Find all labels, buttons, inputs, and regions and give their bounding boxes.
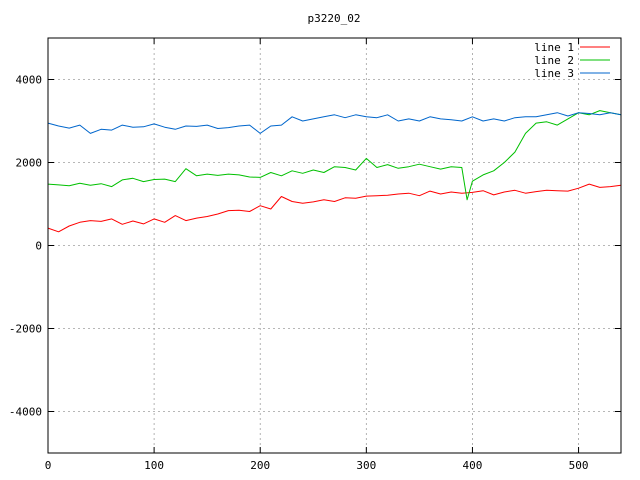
- x-tick-label: 100: [144, 459, 164, 472]
- x-tick-label: 200: [250, 459, 270, 472]
- chart-title: p3220_02: [308, 12, 361, 25]
- series-line-3: [47, 112, 622, 134]
- x-tick-label: 500: [569, 459, 589, 472]
- legend-label: line 2: [534, 54, 574, 67]
- y-tick-label: 0: [35, 240, 42, 253]
- series-line-2: [47, 110, 622, 201]
- y-tick-label: -4000: [9, 406, 42, 419]
- y-tick-label: -2000: [9, 323, 42, 336]
- x-tick-label: 400: [463, 459, 483, 472]
- legend-label: line 3: [534, 67, 574, 80]
- y-tick-label: 4000: [16, 74, 43, 87]
- y-tick-label: 2000: [16, 157, 43, 170]
- series-line-1: [47, 183, 622, 233]
- x-tick-label: 300: [356, 459, 376, 472]
- x-tick-label: 0: [45, 459, 52, 472]
- grid: [48, 38, 621, 453]
- legend-label: line 1: [534, 41, 574, 54]
- axes: 0 100 200 300 400 500 -4000 -2000 0 2000 4000: [9, 38, 621, 472]
- series-layer: [47, 110, 622, 233]
